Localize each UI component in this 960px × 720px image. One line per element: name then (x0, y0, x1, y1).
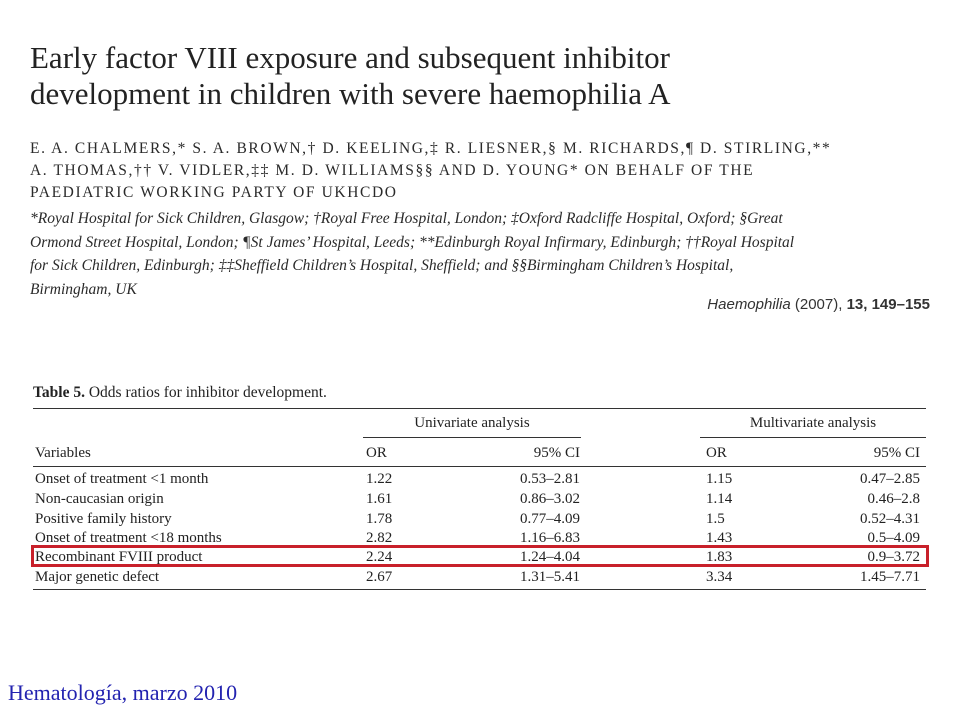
affiliation-line-3: for Sick Children, Edinburgh; ‡‡Sheffiel… (30, 257, 734, 274)
author-line-2: A. Thomas,†† V. Vidler,‡‡ M. D. Williams… (30, 162, 755, 179)
table-caption-text: Odds ratios for inhibitor development. (88, 384, 327, 401)
table-top-rule (33, 408, 926, 409)
table-row-multivariate-or: 3.34 (706, 569, 733, 585)
table-bottom-rule (33, 589, 926, 590)
group-header-multivariate: Multivariate analysis (749, 415, 877, 431)
citation-year: (2007), (794, 296, 843, 313)
multivariate-group-rule (700, 437, 926, 438)
table-row-univariate-or: 1.61 (366, 491, 393, 507)
title-line-1: Early factor VIII exposure and subsequen… (30, 40, 670, 75)
table-row-multivariate-ci: 0.9–3.72 (867, 549, 921, 565)
table-label: Table 5. (33, 384, 85, 401)
table-row-multivariate-or: 1.43 (706, 530, 733, 546)
univariate-group-rule (363, 437, 581, 438)
table-row-univariate-ci: 1.24–4.04 (520, 549, 580, 565)
table-row-variable: Recombinant FVIII product (35, 549, 203, 565)
table-caption: Table 5. Odds ratios for inhibitor devel… (33, 384, 327, 402)
table-row-univariate-or: 2.24 (366, 549, 393, 565)
table-row-multivariate-or: 1.15 (706, 471, 733, 487)
column-header-multivariate-ci: 95% CI (873, 445, 920, 461)
table-row-univariate-or: 1.22 (366, 471, 393, 487)
table-row-univariate-ci: 1.31–5.41 (520, 569, 580, 585)
table-row-univariate-ci: 0.53–2.81 (520, 471, 580, 487)
table-row-univariate-ci: 1.16–6.83 (520, 530, 580, 546)
author-line-1: E. A. Chalmers,* S. A. Brown,† D. Keelin… (30, 140, 832, 157)
table-row-variable: Onset of treatment <1 month (35, 471, 209, 487)
title-line-2: development in children with severe haem… (30, 76, 671, 111)
highlight-box (31, 545, 929, 567)
table-row-univariate-or: 1.78 (366, 511, 393, 527)
table-row-univariate-or: 2.82 (366, 530, 393, 546)
column-header-multivariate-or: OR (706, 445, 727, 461)
affiliation-line-2: Ormond Street Hospital, London; ¶St Jame… (30, 233, 795, 251)
column-header-variables: Variables (35, 445, 91, 461)
author-line-3: Paediatric Working Party of UKHCDO (30, 184, 398, 201)
affiliation-line-4: Birmingham, UK (30, 280, 137, 298)
citation-pages: 149–155 (871, 296, 930, 313)
affiliation-line-1: *Royal Hospital for Sick Children, Glasg… (30, 210, 783, 227)
citation-volume: 13, (846, 296, 868, 313)
article-title: Early factor VIII exposure and subsequen… (30, 40, 930, 112)
table-row-multivariate-ci: 0.47–2.85 (860, 471, 920, 487)
table-header-rule (33, 466, 926, 467)
table-row-multivariate-ci: 0.46–2.8 (867, 491, 921, 507)
affiliations: *Royal Hospital for Sick Children, Glasg… (30, 207, 935, 301)
table-row-variable: Major genetic defect (35, 569, 160, 585)
table-row-multivariate-ci: 0.5–4.09 (867, 530, 921, 546)
table-row-multivariate-or: 1.14 (706, 491, 733, 507)
column-header-univariate-or: OR (366, 445, 387, 461)
group-header-univariate: Univariate analysis (414, 415, 530, 431)
table-row-variable: Onset of treatment <18 months (35, 530, 222, 546)
table-row-multivariate-ci: 0.52–4.31 (860, 511, 920, 527)
table-row-univariate-ci: 0.77–4.09 (520, 511, 580, 527)
author-list: E. A. Chalmers,* S. A. Brown,† D. Keelin… (30, 138, 935, 204)
table-row-univariate-ci: 0.86–3.02 (520, 491, 580, 507)
journal-citation: Haemophilia (2007), 13, 149–155 (645, 296, 930, 313)
citation-journal: Haemophilia (707, 296, 791, 313)
table-row-variable: Positive family history (35, 511, 172, 527)
table-row-multivariate-or: 1.5 (706, 511, 725, 527)
table-row-univariate-or: 2.67 (366, 569, 393, 585)
table-row-multivariate-or: 1.83 (706, 549, 733, 565)
table-row-multivariate-ci: 1.45–7.71 (860, 569, 920, 585)
table-row-variable: Non-caucasian origin (35, 491, 164, 507)
footer-text: Hematología, marzo 2010 (8, 680, 238, 705)
column-header-univariate-ci: 95% CI (533, 445, 580, 461)
